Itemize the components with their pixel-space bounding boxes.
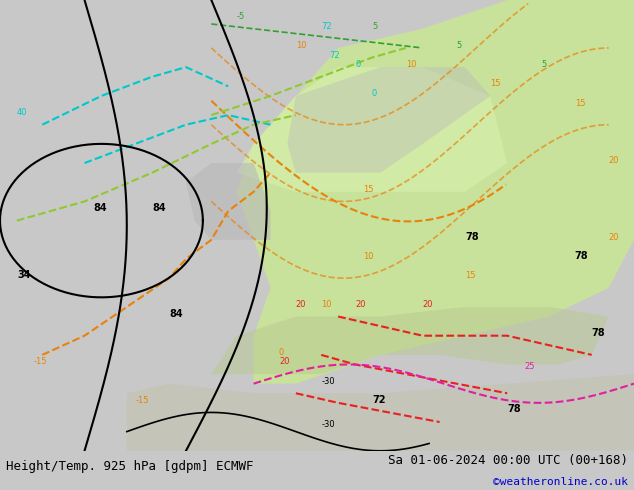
Text: -15: -15 <box>34 358 48 367</box>
Text: 78: 78 <box>507 404 521 415</box>
Text: 84: 84 <box>152 203 165 213</box>
Text: 34: 34 <box>17 270 30 280</box>
Text: ©weatheronline.co.uk: ©weatheronline.co.uk <box>493 477 628 487</box>
Polygon shape <box>186 163 271 240</box>
Text: 10: 10 <box>406 60 417 69</box>
Text: Height/Temp. 925 hPa [gdpm] ECMWF: Height/Temp. 925 hPa [gdpm] ECMWF <box>6 460 254 473</box>
Text: 5: 5 <box>541 60 547 69</box>
Text: 84: 84 <box>93 203 107 213</box>
Text: 20: 20 <box>355 300 366 309</box>
Text: 0: 0 <box>372 89 377 98</box>
Polygon shape <box>236 0 634 384</box>
Polygon shape <box>127 374 634 451</box>
Text: 10: 10 <box>321 300 332 309</box>
Text: 20: 20 <box>279 358 290 367</box>
Text: 5: 5 <box>456 41 462 50</box>
Text: 72: 72 <box>372 395 385 405</box>
Text: 78: 78 <box>465 232 479 242</box>
Text: 72: 72 <box>330 50 340 60</box>
Text: Sa 01-06-2024 00:00 UTC (00+168): Sa 01-06-2024 00:00 UTC (00+168) <box>387 454 628 467</box>
Text: 15: 15 <box>575 98 585 107</box>
Text: 20: 20 <box>296 300 306 309</box>
Text: -30: -30 <box>321 377 335 386</box>
Text: 78: 78 <box>575 251 588 261</box>
Text: 20: 20 <box>423 300 433 309</box>
Text: -30: -30 <box>321 420 335 429</box>
Text: 20: 20 <box>609 233 619 242</box>
Text: 40: 40 <box>17 108 27 117</box>
Polygon shape <box>236 67 507 192</box>
Text: 10: 10 <box>296 41 306 50</box>
Text: 5: 5 <box>372 22 377 31</box>
Text: 15: 15 <box>490 79 501 88</box>
Text: 25: 25 <box>524 362 534 371</box>
Text: 10: 10 <box>363 252 374 261</box>
Text: 0: 0 <box>279 348 284 357</box>
Text: 84: 84 <box>169 309 183 318</box>
Text: 15: 15 <box>465 271 476 280</box>
Text: 20: 20 <box>609 156 619 165</box>
Polygon shape <box>287 67 490 172</box>
Text: -5: -5 <box>236 12 245 21</box>
Polygon shape <box>211 307 609 374</box>
Text: 78: 78 <box>592 328 605 338</box>
Text: 72: 72 <box>321 22 332 31</box>
Text: 0: 0 <box>355 60 360 69</box>
Text: 15: 15 <box>363 185 374 194</box>
Text: -15: -15 <box>135 396 149 405</box>
